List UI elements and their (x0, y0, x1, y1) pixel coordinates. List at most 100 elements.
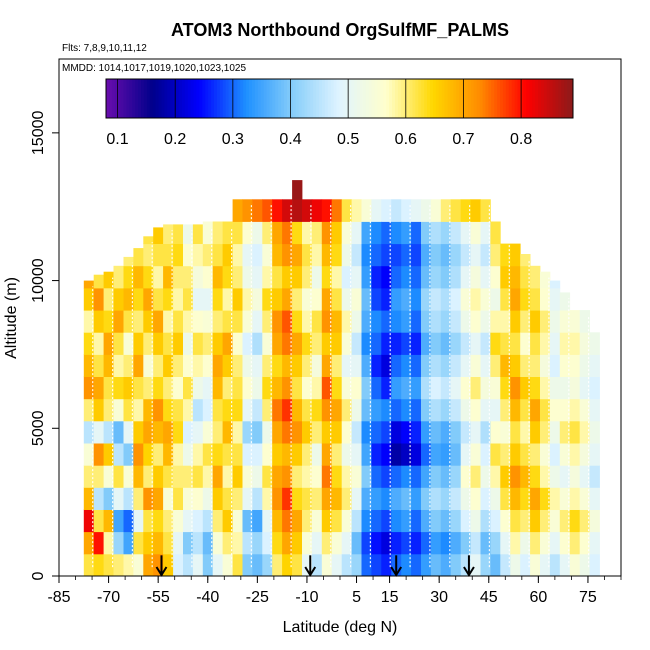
colorbar-swatch (359, 79, 364, 118)
heatmap-cell (480, 221, 491, 245)
heatmap-cell (242, 553, 253, 577)
heatmap-cell (480, 398, 491, 422)
heatmap-cell (500, 332, 511, 355)
heatmap-cell (331, 221, 342, 245)
colorbar-swatch (333, 79, 338, 118)
heatmap-cell (500, 465, 511, 488)
colorbar-swatch (371, 79, 376, 118)
heatmap-cell (272, 243, 283, 267)
heatmap-cell (411, 420, 422, 444)
colorbar-swatch (570, 79, 574, 118)
heatmap-cell (589, 332, 600, 355)
heatmap-cell (331, 265, 342, 289)
heatmap-cell (430, 221, 442, 245)
flight-tracks (92, 203, 590, 568)
heatmap-cell (421, 531, 432, 555)
colorbar-swatch (564, 79, 568, 118)
heatmap-cell (232, 487, 243, 510)
heatmap-cell (540, 288, 551, 311)
heatmap-cell (331, 465, 342, 488)
heatmap-cell (470, 553, 481, 577)
colorbar-swatch (453, 79, 457, 118)
heatmap-cell (341, 332, 352, 355)
colorbar-swatch (295, 79, 300, 118)
heatmap-cell (490, 288, 501, 311)
colorbar-swatch (228, 79, 233, 118)
heatmap-cell (421, 199, 432, 222)
heatmap-cell (331, 420, 342, 444)
heatmap-cell (163, 288, 174, 311)
heatmap-cell (292, 509, 303, 533)
colorbar-swatch (380, 79, 384, 118)
heatmap-cell (579, 354, 590, 377)
heatmap-cell (500, 509, 511, 533)
heatmap-cell (192, 224, 204, 244)
heatmap-cell (103, 310, 114, 333)
heatmap-cell (262, 332, 273, 355)
heatmap-cell (252, 310, 263, 333)
heatmap-cell (173, 420, 184, 444)
heatmap-cell (123, 376, 134, 400)
heatmap-cell (292, 420, 303, 444)
colorbar-swatch (292, 79, 297, 118)
heatmap-cell (282, 243, 293, 267)
heatmap-cell (232, 265, 243, 289)
heatmap-cell (232, 243, 243, 267)
heatmap-cell (212, 265, 223, 289)
heatmap-cell (272, 376, 283, 400)
heatmap-cell (143, 265, 154, 289)
heatmap-cell (440, 332, 452, 355)
heatmap-cell (480, 420, 491, 444)
heatmap-cell (202, 288, 214, 311)
heatmap-cell (500, 376, 511, 400)
heatmap-cell (430, 310, 442, 333)
heatmap-cell (232, 288, 243, 311)
heatmap-cell (450, 243, 461, 267)
heatmap-cell (321, 288, 333, 311)
heatmap-cell (490, 310, 501, 333)
heatmap-cell (371, 310, 382, 333)
heatmap-cell (143, 354, 154, 377)
heatmap-cell (540, 332, 551, 355)
heatmap-cell (242, 443, 253, 466)
y-tick-label: 10000 (30, 258, 47, 303)
heatmap-cell (252, 553, 263, 577)
heatmap-cell (192, 443, 204, 466)
heatmap-cell (311, 420, 323, 444)
heatmap-cell (113, 265, 124, 289)
heatmap-cell (302, 288, 313, 311)
heatmap-cell (520, 509, 531, 533)
heatmap-cell (163, 332, 174, 355)
heatmap-cell (341, 487, 352, 510)
colorbar-swatch (502, 79, 507, 118)
heatmap-cell (292, 310, 303, 333)
heatmap-cell (440, 265, 452, 289)
heatmap-cell (480, 288, 491, 311)
heatmap-cell (183, 224, 194, 244)
heatmap-cell (153, 487, 164, 510)
colorbar-swatch (529, 79, 533, 118)
heatmap-cell (153, 443, 164, 466)
heatmap-cell (540, 465, 551, 488)
heatmap-cell (133, 265, 144, 289)
heatmap-cell (411, 310, 422, 333)
heatmap-cell (589, 376, 600, 400)
heatmap-cell (460, 288, 471, 311)
colorbar-swatch (345, 79, 349, 118)
heatmap-cell (331, 487, 342, 510)
heatmap-cell (272, 354, 283, 377)
heatmap-cell (430, 332, 442, 355)
heatmap-cell (470, 509, 481, 533)
heatmap-cell (292, 265, 303, 289)
heatmap-cell (143, 332, 154, 355)
heatmap-cell (579, 553, 590, 577)
heatmap-cell (123, 509, 134, 533)
heatmap-cell (530, 354, 541, 377)
heatmap-cell (222, 332, 233, 355)
heatmap-cell (480, 265, 491, 289)
heatmap-cell (321, 531, 333, 555)
colorbar-swatch (494, 79, 498, 118)
heatmap-cell (440, 443, 452, 466)
heatmap-cell (311, 199, 323, 222)
heatmap-cell (202, 443, 214, 466)
